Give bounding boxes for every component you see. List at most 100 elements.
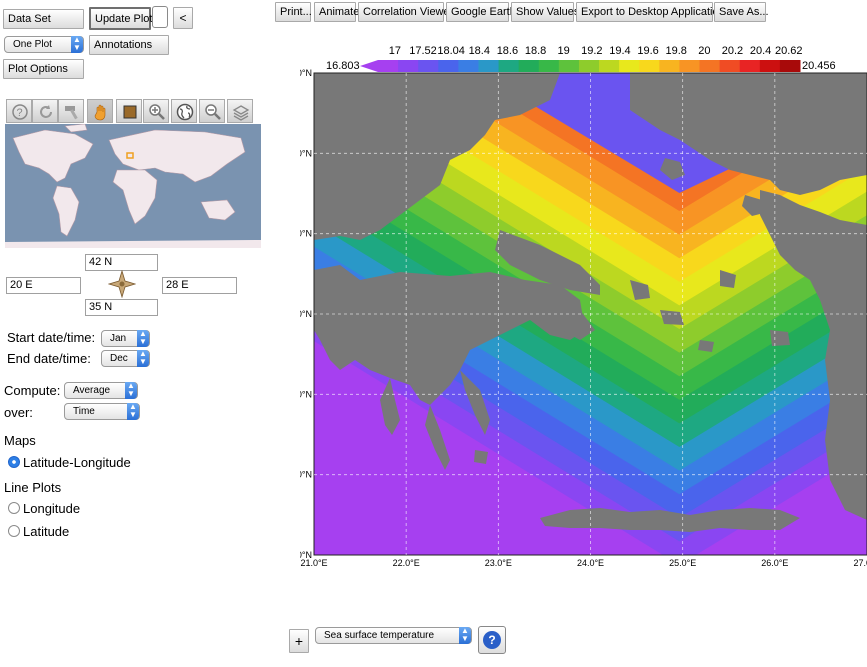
sst-map-plot[interactable]: 17 17.52 18.04 18.4 18.6 18.8 19 19.2 19.4 19.6 19… bbox=[300, 40, 867, 580]
end-date-label: End date/time: bbox=[7, 351, 91, 366]
x-tick-label: 27.0°E bbox=[853, 558, 867, 568]
over-value: Time bbox=[73, 406, 95, 417]
colorbar-segment bbox=[438, 60, 459, 72]
zoom-out-tool[interactable] bbox=[199, 99, 225, 123]
colorbar-segment bbox=[458, 60, 479, 72]
latitude-radio[interactable] bbox=[8, 525, 20, 537]
auto-update-checkbox[interactable] bbox=[152, 6, 168, 28]
export-desktop-button[interactable]: Export to Desktop Application bbox=[576, 2, 725, 22]
colorbar-tick-label: 20 bbox=[698, 45, 710, 57]
longitude-label: Longitude bbox=[23, 501, 81, 516]
add-plot-button[interactable]: + bbox=[289, 629, 309, 653]
chevron-updown-icon: ▲ ▼ bbox=[127, 403, 139, 420]
colorbar-segment bbox=[719, 60, 741, 72]
land-mass bbox=[742, 195, 768, 216]
variable-value: Sea surface temperature bbox=[324, 630, 435, 641]
variable-select[interactable]: Sea surface temperature ▲ ▼ bbox=[315, 627, 472, 644]
select-box-tool[interactable] bbox=[116, 99, 142, 123]
land-mass bbox=[470, 73, 560, 150]
animate-button[interactable]: Animate bbox=[314, 2, 359, 22]
land-mass bbox=[540, 508, 800, 532]
variable-help-button[interactable]: ? bbox=[478, 626, 506, 654]
latitude-label: Latitude bbox=[23, 524, 70, 539]
start-date-label: Start date/time: bbox=[7, 330, 96, 345]
colorbar-tick-label: 18.6 bbox=[497, 45, 518, 57]
colorbar-segment bbox=[558, 60, 580, 72]
start-date-value: Jan bbox=[110, 333, 127, 344]
y-tick-label: 36.0°N bbox=[300, 470, 312, 480]
chevron-updown-icon: ▲ ▼ bbox=[137, 350, 149, 367]
svg-text:?: ? bbox=[17, 107, 23, 119]
region-indicator bbox=[126, 152, 134, 159]
refresh-tool[interactable] bbox=[32, 99, 58, 123]
colorbar-tick-label: 19.8 bbox=[666, 45, 687, 57]
line-plots-heading: Line Plots bbox=[4, 480, 62, 495]
start-date-select[interactable]: Jan ▲ ▼ bbox=[101, 330, 150, 347]
temperature-band bbox=[314, 341, 867, 555]
colorbar-segment bbox=[679, 60, 701, 72]
colorbar-tick-label: 19.2 bbox=[581, 45, 602, 57]
globe-tool[interactable] bbox=[171, 99, 197, 123]
save-as-button[interactable]: Save As... bbox=[714, 2, 769, 22]
zoom-in-tool[interactable] bbox=[143, 99, 169, 123]
correlation-viewer-button[interactable]: Correlation Viewer bbox=[358, 2, 453, 22]
y-tick-label: 40.0°N bbox=[300, 148, 312, 158]
pan-tool[interactable] bbox=[87, 99, 113, 123]
annotations-button[interactable]: Annotations bbox=[89, 35, 169, 55]
x-tick-label: 26.0°E bbox=[761, 558, 788, 568]
colorbar-segment bbox=[759, 60, 781, 72]
colorbar-tick-label: 19.6 bbox=[637, 45, 658, 57]
land-mass bbox=[630, 73, 867, 195]
update-plot-button[interactable]: Update Plot bbox=[89, 7, 152, 30]
show-values-button[interactable]: Show Values bbox=[511, 2, 579, 22]
x-tick-label: 21.0°E bbox=[300, 558, 327, 568]
plot-mode-value: One Plot bbox=[13, 39, 52, 50]
y-tick-label: 41.0°N bbox=[300, 68, 312, 78]
data-set-button[interactable]: Data Set bbox=[3, 9, 84, 29]
colorbar-tick-label: 20.4 bbox=[750, 45, 771, 57]
zoom-out-icon bbox=[205, 104, 221, 120]
land-mass bbox=[460, 370, 490, 435]
plot-options-button[interactable]: Plot Options bbox=[3, 59, 84, 79]
north-bound-input[interactable]: 42 N bbox=[85, 254, 158, 271]
help-icon: ? bbox=[483, 631, 501, 649]
y-tick-label: 38.0°N bbox=[300, 309, 312, 319]
compute-select[interactable]: Average ▲ ▼ bbox=[64, 382, 138, 399]
land-mass bbox=[660, 158, 685, 180]
lat-lon-radio[interactable] bbox=[8, 456, 20, 468]
colorbar-tick-label: 18.4 bbox=[469, 45, 490, 57]
colorbar-tick-label: 19 bbox=[558, 45, 570, 57]
chevron-updown-icon: ▲ ▼ bbox=[125, 382, 137, 399]
land-mass bbox=[550, 300, 595, 340]
collapse-panel-button[interactable]: < bbox=[173, 7, 193, 29]
google-earth-button[interactable]: Google Earth bbox=[446, 2, 516, 22]
layers-tool[interactable] bbox=[227, 99, 253, 123]
colorbar-tick-label: 20.2 bbox=[722, 45, 743, 57]
east-bound-input[interactable]: 28 E bbox=[162, 277, 237, 294]
compute-value: Average bbox=[73, 385, 111, 396]
south-bound-input[interactable]: 35 N bbox=[85, 299, 158, 316]
over-select[interactable]: Time ▲ ▼ bbox=[64, 403, 140, 420]
refresh-icon bbox=[40, 105, 52, 118]
plot-mode-select[interactable]: One Plot ▲ ▼ bbox=[4, 36, 84, 53]
overview-world-map[interactable] bbox=[5, 124, 261, 248]
chevron-updown-icon: ▲ ▼ bbox=[71, 36, 83, 53]
colorbar-segment bbox=[699, 60, 721, 72]
lat-lon-label: Latitude-Longitude bbox=[23, 455, 131, 470]
colorbar-segment bbox=[578, 60, 600, 72]
end-date-select[interactable]: Dec ▲ ▼ bbox=[101, 350, 150, 367]
x-tick-label: 22.0°E bbox=[393, 558, 420, 568]
colorbar-tick-label: 17 bbox=[389, 45, 401, 57]
print-button[interactable]: Print... bbox=[275, 2, 312, 22]
land-mass bbox=[380, 378, 400, 435]
colorbar-max-label: 20.456 bbox=[802, 60, 836, 72]
hammer-tool[interactable] bbox=[58, 99, 84, 123]
land-mass bbox=[314, 73, 470, 240]
colorbar-segment bbox=[639, 60, 660, 72]
colorbar-min-label: 16.803 bbox=[326, 60, 360, 72]
help-tool[interactable]: ? bbox=[6, 99, 32, 123]
longitude-radio[interactable] bbox=[8, 502, 20, 514]
west-bound-input[interactable]: 20 E bbox=[6, 277, 81, 294]
colorbar-segment bbox=[619, 60, 640, 72]
colorbar-under-arrow bbox=[360, 60, 378, 72]
